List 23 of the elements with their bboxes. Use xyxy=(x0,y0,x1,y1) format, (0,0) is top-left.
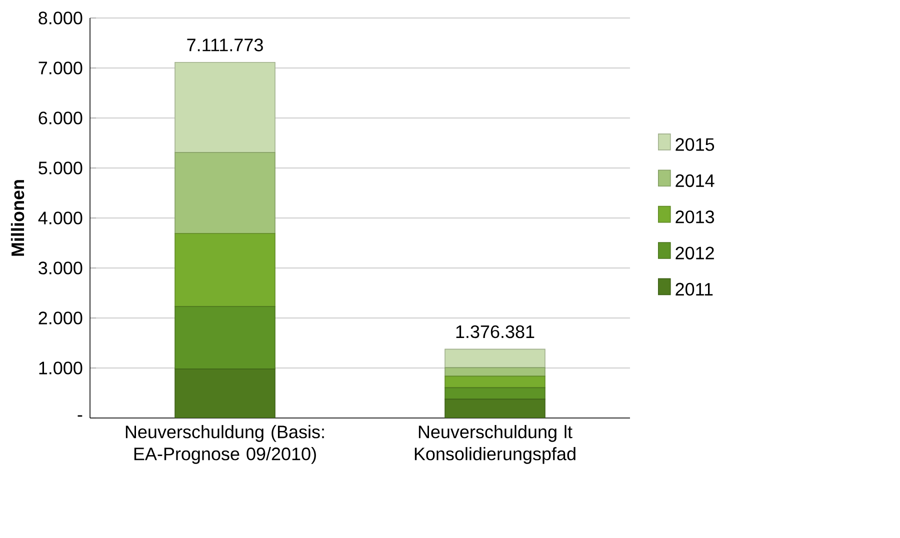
total-label: 7.111.773 xyxy=(187,38,263,52)
legend-label: 2014 xyxy=(676,174,714,188)
y-tick-label: 5.000 xyxy=(38,162,82,174)
y-tick-label: 2.000 xyxy=(38,312,82,324)
bar xyxy=(174,62,276,153)
legend-label: 2011 xyxy=(676,282,713,296)
bar xyxy=(444,367,546,377)
y-tick-label: 1.000 xyxy=(39,362,82,374)
y-tick-label: 8.000 xyxy=(38,12,82,24)
y-tick-label: 3.000 xyxy=(38,262,82,274)
x-tick-label: Neuverschuldung (Basis: EA-Prognose 09/2010) xyxy=(126,425,324,464)
y-axis-title: Millionen xyxy=(10,180,24,256)
y-tick-label: 7.000 xyxy=(38,62,82,74)
bar xyxy=(444,348,546,368)
legend-label: 2013 xyxy=(676,210,714,224)
y-tick-label: 4.000 xyxy=(38,212,82,224)
legend-label: 2012 xyxy=(676,246,714,260)
legend-label: 2015 xyxy=(676,138,714,151)
bar xyxy=(174,152,276,234)
y-tick-label: 6.000 xyxy=(38,112,82,124)
total-label: 1.376.381 xyxy=(456,325,534,338)
y-tick-label: - xyxy=(78,415,82,417)
x-tick-label: Neuverschuldung lt Konsolidierungspfad xyxy=(414,425,576,464)
